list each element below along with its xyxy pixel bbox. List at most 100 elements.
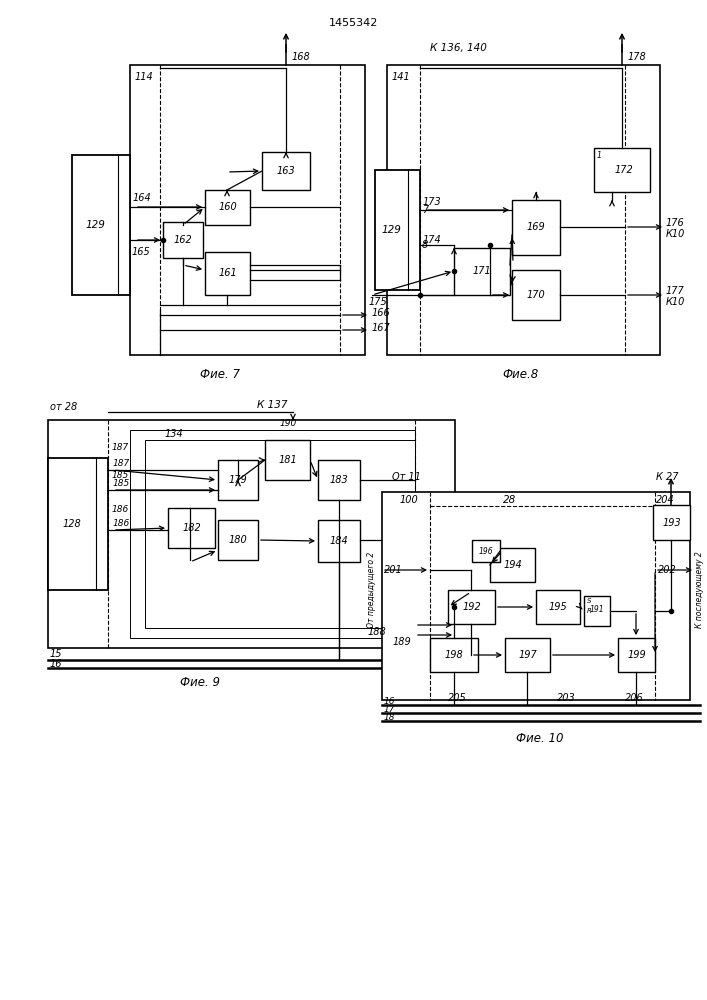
- Text: S: S: [587, 598, 592, 604]
- Text: 195: 195: [549, 602, 568, 612]
- Text: 204: 204: [656, 495, 674, 505]
- Bar: [145, 440, 415, 628]
- Bar: [512, 270, 560, 320]
- Text: 18: 18: [384, 714, 395, 722]
- Text: 129: 129: [382, 225, 402, 235]
- Text: 189: 189: [393, 637, 411, 647]
- Text: 175: 175: [369, 297, 387, 307]
- Bar: [653, 505, 690, 540]
- Text: 164: 164: [133, 193, 152, 203]
- Bar: [318, 520, 360, 562]
- Text: 162: 162: [174, 235, 192, 245]
- Bar: [168, 508, 215, 548]
- Text: 188: 188: [368, 627, 387, 637]
- Text: 199: 199: [627, 650, 646, 660]
- Text: 165: 165: [132, 247, 151, 257]
- Text: 173: 173: [423, 197, 442, 207]
- Text: 187: 187: [112, 444, 129, 452]
- Text: 196: 196: [479, 546, 493, 556]
- Text: 191: 191: [590, 604, 604, 613]
- Text: 181: 181: [278, 455, 297, 465]
- Bar: [265, 440, 310, 480]
- Bar: [375, 170, 420, 290]
- Bar: [318, 460, 360, 500]
- Text: 161: 161: [218, 268, 237, 278]
- Text: 174: 174: [423, 235, 442, 245]
- Bar: [387, 65, 660, 355]
- Text: К последующему 2: К последующему 2: [696, 552, 704, 628]
- Text: Фие. 7: Фие. 7: [200, 368, 240, 381]
- Bar: [218, 460, 258, 500]
- Bar: [130, 430, 415, 638]
- Text: 160: 160: [218, 202, 237, 213]
- Text: 185: 185: [112, 471, 129, 480]
- Bar: [618, 638, 655, 672]
- Text: 194: 194: [503, 560, 522, 570]
- Text: 186: 186: [112, 506, 129, 514]
- Text: К 137: К 137: [257, 400, 287, 410]
- Text: От предыдущего 2: От предыдущего 2: [368, 552, 377, 628]
- Text: 7: 7: [422, 205, 428, 215]
- Text: 190: 190: [280, 418, 297, 428]
- Bar: [512, 200, 560, 255]
- Text: 1: 1: [597, 151, 602, 160]
- Bar: [430, 638, 478, 672]
- Text: 185: 185: [113, 479, 130, 488]
- Text: 134: 134: [165, 429, 184, 439]
- Text: 1455342: 1455342: [329, 18, 378, 28]
- Text: 186: 186: [113, 518, 130, 528]
- Text: 16: 16: [50, 659, 62, 669]
- Bar: [48, 458, 108, 590]
- Text: 28: 28: [503, 495, 517, 505]
- Bar: [472, 540, 500, 562]
- Text: 193: 193: [662, 518, 681, 528]
- Text: К 136, 140: К 136, 140: [430, 43, 486, 53]
- Text: 129: 129: [85, 220, 105, 230]
- Text: К10: К10: [666, 297, 685, 307]
- Text: R: R: [587, 608, 592, 614]
- Text: 8: 8: [422, 240, 428, 250]
- Text: К 27: К 27: [656, 472, 679, 482]
- Text: 203: 203: [557, 693, 575, 703]
- Text: 176: 176: [666, 218, 685, 228]
- Text: 201: 201: [384, 565, 403, 575]
- Text: 192: 192: [462, 602, 481, 612]
- Bar: [48, 420, 455, 648]
- Text: От 11: От 11: [392, 472, 421, 482]
- Bar: [205, 252, 250, 295]
- Text: 167: 167: [372, 323, 391, 333]
- Text: 166: 166: [372, 308, 391, 318]
- Text: 206: 206: [625, 693, 644, 703]
- Text: 205: 205: [448, 693, 467, 703]
- Text: 16: 16: [384, 696, 395, 706]
- Text: 168: 168: [292, 52, 311, 62]
- Text: 198: 198: [445, 650, 463, 660]
- Text: 178: 178: [628, 52, 647, 62]
- Text: 187: 187: [113, 458, 130, 468]
- Text: 169: 169: [527, 223, 545, 232]
- Text: 15: 15: [50, 649, 62, 659]
- Text: 172: 172: [614, 165, 633, 175]
- Text: 17: 17: [384, 706, 395, 714]
- Text: 183: 183: [329, 475, 349, 485]
- Bar: [536, 590, 580, 624]
- Bar: [490, 548, 535, 582]
- Text: 182: 182: [182, 523, 201, 533]
- Bar: [454, 248, 510, 295]
- Text: 100: 100: [400, 495, 419, 505]
- Bar: [218, 520, 258, 560]
- Text: Фие. 9: Фие. 9: [180, 676, 220, 688]
- Bar: [205, 190, 250, 225]
- Bar: [594, 148, 650, 192]
- Text: Фие. 10: Фие. 10: [516, 732, 563, 744]
- Bar: [382, 492, 690, 700]
- Bar: [130, 65, 365, 355]
- Text: 171: 171: [472, 266, 491, 276]
- Text: К10: К10: [666, 229, 685, 239]
- Text: 177: 177: [666, 286, 685, 296]
- Text: 128: 128: [63, 519, 81, 529]
- Bar: [505, 638, 550, 672]
- Text: 180: 180: [228, 535, 247, 545]
- Bar: [584, 596, 610, 626]
- Text: 197: 197: [518, 650, 537, 660]
